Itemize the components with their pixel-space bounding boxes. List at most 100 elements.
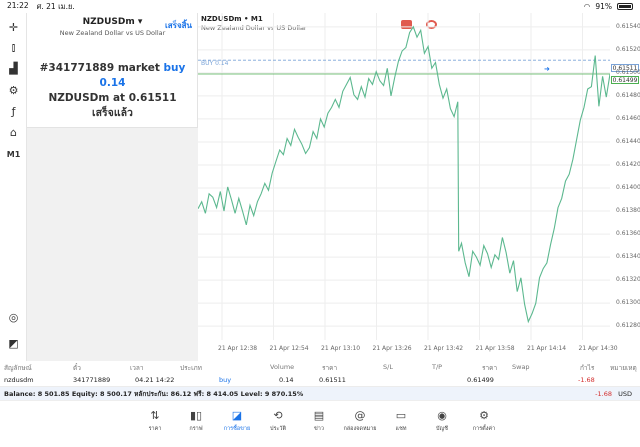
- buy-line-label: BUY 0.14: [201, 60, 229, 67]
- nav-label: กราฟ: [189, 426, 203, 432]
- chat-icon: ▭: [395, 409, 407, 422]
- nav-label: กล่องจดหมาย: [343, 426, 377, 432]
- x-tick-label: 21 Apr 12:54: [269, 345, 309, 352]
- y-tick-label: 0.61480: [616, 91, 640, 99]
- news-icon: ▤: [313, 409, 325, 422]
- nav-label: การตั้งค่า: [472, 426, 496, 432]
- accounts-icon: ◉: [437, 409, 447, 422]
- symbol-title[interactable]: NZDUSDm ▾: [82, 17, 143, 27]
- table-row[interactable]: nzdusdm 341771889 04.21 14:22 buy 0.14 0.6151…: [0, 373, 640, 387]
- trade-arrow-icon: ➜: [544, 65, 550, 73]
- chart-title: NZDUSDm • M1: [201, 15, 263, 23]
- cell-type: buy: [219, 376, 232, 384]
- column-header[interactable]: Swap: [512, 363, 530, 371]
- y-tick-label: 0.61420: [616, 160, 640, 168]
- nav-history[interactable]: ⟲ ประวัติ: [258, 409, 298, 433]
- column-header[interactable]: เวลา: [130, 364, 144, 372]
- chart-icon: ▮▯: [189, 409, 203, 422]
- settings-sliders-icon[interactable]: ⚙: [8, 84, 19, 97]
- wifi-icon: ◠: [583, 2, 591, 11]
- done-button[interactable]: เสร็จสิ้น: [165, 21, 192, 30]
- order-result-panel: NZDUSDm ▾ เสร็จสิ้น New Zealand Dollar v…: [27, 13, 198, 128]
- nav-accounts[interactable]: ◉ บัญชี: [422, 409, 462, 433]
- x-tick-label: 21 Apr 12:38: [218, 345, 258, 352]
- y-tick-label: 0.61320: [616, 276, 640, 284]
- nav-news[interactable]: ▤ ข่าว: [299, 409, 339, 433]
- y-tick-label: 0.61300: [616, 299, 640, 307]
- function-icon[interactable]: ƒ: [11, 105, 16, 118]
- balance-summary: Balance: 8 501.85 Equity: 8 500.17 หลักป…: [4, 389, 304, 398]
- status-date: ศ. 21 เม.ย.: [36, 1, 75, 11]
- chart-type-icon[interactable]: ▟: [9, 62, 18, 75]
- cell-price: 0.61511: [319, 376, 346, 384]
- nav-label: ข่าว: [314, 426, 324, 432]
- nav-label: แชท: [395, 426, 407, 432]
- column-header[interactable]: หมายเหตุ: [610, 364, 637, 372]
- trade-icon[interactable]: ◩: [8, 337, 19, 350]
- nav-quotes[interactable]: ⇅ ราคา: [135, 409, 175, 433]
- column-header[interactable]: ประเภท: [180, 364, 202, 372]
- settings-icon: ⚙: [479, 409, 489, 422]
- nav-settings[interactable]: ⚙ การตั้งค่า: [464, 409, 504, 433]
- price-chart[interactable]: NZDUSDm • M1 New Zealand Dollar vs US Do…: [198, 13, 640, 361]
- nav-label: บัญชี: [436, 426, 448, 432]
- balance-bar: Balance: 8 501.85 Equity: 8 500.17 หลักป…: [0, 387, 640, 400]
- depth-of-market-icon[interactable]: [426, 20, 437, 29]
- chart-toolbar: ✛ ⫾ ▟ ⚙ ƒ ⌂ M1 ◎ ◩: [0, 13, 27, 361]
- x-tick-label: 21 Apr 13:42: [424, 345, 464, 352]
- bottom-navigation: ⇅ ราคา ▮▯ กราฟ ◪ การซื้อขาย ⟲ ประวัติ ▤ ข่าว @ กล่อ…: [0, 400, 640, 447]
- order-message: #341771889 market buy 0.14 NZDUSDm at 0.…: [39, 62, 186, 119]
- column-header[interactable]: T/P: [432, 363, 443, 371]
- y-tick-label: 0.61400: [616, 184, 640, 191]
- column-header[interactable]: กำไร: [580, 364, 595, 372]
- y-tick-label: 0.61340: [616, 253, 640, 261]
- zoom-icon[interactable]: ◎: [8, 311, 19, 324]
- nav-trade[interactable]: ◪ การซื้อขาย: [217, 409, 257, 433]
- status-bar: 21:22 ศ. 21 เม.ย. ◠ 91%: [0, 0, 640, 13]
- cell-time: 04.21 14:22: [135, 376, 175, 384]
- nav-label: ราคา: [148, 426, 162, 432]
- battery-percent: 91%: [595, 2, 612, 11]
- x-tick-label: 21 Apr 13:58: [475, 345, 515, 352]
- column-header[interactable]: ตั๋ว: [73, 364, 81, 372]
- balance-profit: -1.68: [595, 390, 612, 398]
- status-time: 21:22: [7, 0, 29, 10]
- column-header[interactable]: ราคา: [322, 364, 338, 372]
- y-tick-label: 0.61380: [616, 207, 640, 215]
- x-tick-label: 21 Apr 14:14: [527, 345, 567, 352]
- chart-subtitle: New Zealand Dollar vs US Dollar: [201, 24, 307, 32]
- column-header[interactable]: S/L: [383, 363, 393, 371]
- nav-mailbox[interactable]: @ กล่องจดหมาย: [340, 409, 380, 433]
- mailbox-icon: @: [354, 409, 366, 422]
- nav-label: ประวัติ: [269, 426, 287, 432]
- buy-price-tag: 0.61511: [611, 64, 639, 72]
- balance-currency: USD: [618, 390, 632, 398]
- cell-symbol: nzdusdm: [4, 376, 34, 384]
- y-tick-label: 0.61500: [616, 68, 640, 76]
- y-tick-label: 0.61460: [616, 114, 640, 122]
- y-tick-label: 0.61280: [616, 322, 640, 330]
- nav-chart[interactable]: ▮▯ กราฟ: [176, 409, 216, 433]
- nav-label: การซื้อขาย: [223, 426, 251, 432]
- crosshair-icon[interactable]: ✛: [8, 21, 19, 34]
- indicators-icon[interactable]: ⫾: [11, 40, 16, 54]
- column-header[interactable]: สัญลักษณ์: [4, 364, 32, 372]
- table-header: สัญลักษณ์ ตั๋ว เวลา ประเภท Volume ราคา S/L T/P ร…: [0, 361, 640, 373]
- timeframe-label[interactable]: M1: [6, 150, 21, 159]
- trade-icon: ◪: [231, 409, 243, 422]
- cell-profit: -1.68: [578, 376, 595, 384]
- nav-chat[interactable]: ▭ แชท: [381, 409, 421, 433]
- y-tick-label: 0.61440: [616, 137, 640, 145]
- column-header[interactable]: Volume: [270, 363, 295, 371]
- y-tick-label: 0.61520: [616, 45, 640, 53]
- x-tick-label: 21 Apr 13:26: [372, 345, 412, 352]
- y-tick-label: 0.61540: [616, 22, 640, 30]
- x-tick-label: 21 Apr 14:30: [578, 345, 618, 352]
- one-click-trading-icon[interactable]: [401, 20, 412, 29]
- column-header[interactable]: ราคา: [482, 364, 498, 372]
- shapes-icon[interactable]: ⌂: [10, 126, 17, 139]
- cell-volume: 0.14: [279, 376, 294, 384]
- price-series-line: [198, 25, 610, 324]
- history-icon: ⟲: [273, 409, 283, 422]
- quotes-icon: ⇅: [150, 409, 160, 422]
